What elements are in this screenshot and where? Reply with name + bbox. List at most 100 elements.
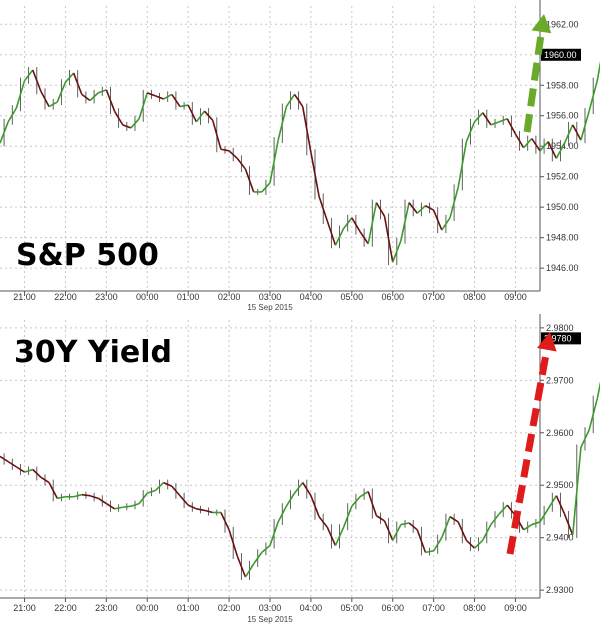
x-tick-label: 05:00 <box>341 603 364 613</box>
y-tick-label: 1958.00 <box>546 80 579 90</box>
price-segment <box>130 502 140 507</box>
price-segment <box>261 544 271 553</box>
price-segment <box>531 521 541 526</box>
price-segment <box>572 124 582 141</box>
x-tick-label: 04:00 <box>300 292 323 302</box>
price-segment <box>179 495 189 506</box>
price-segment <box>277 505 288 523</box>
price-segment <box>326 220 337 246</box>
x-tick-label: 00:00 <box>136 292 159 302</box>
price-segment <box>383 520 394 541</box>
price-segment <box>236 157 247 170</box>
x-tick-label: 09:00 <box>504 603 527 613</box>
price-segment <box>40 90 50 107</box>
price-segment <box>64 72 75 83</box>
price-segment <box>146 92 156 97</box>
y-tick-label: 2.9700 <box>546 375 574 385</box>
price-segment <box>163 481 173 488</box>
price-segment <box>596 381 600 399</box>
price-segment <box>531 138 541 152</box>
price-segment <box>596 60 600 81</box>
price-segment <box>359 490 369 498</box>
price-segment <box>130 118 140 129</box>
price-segment <box>563 124 574 144</box>
price-segment <box>457 141 468 188</box>
y-tick-label: 1946.00 <box>546 263 579 273</box>
price-segment <box>277 106 288 141</box>
x-tick-label: 23:00 <box>95 603 118 613</box>
price-segment <box>400 522 410 526</box>
price-segment <box>57 495 66 500</box>
price-segment <box>285 492 296 507</box>
price-segment <box>89 494 99 500</box>
x-tick-label: 09:00 <box>504 292 527 302</box>
price-segment <box>113 110 124 126</box>
x-tick-label: 02:00 <box>218 603 241 613</box>
price-segment <box>81 93 91 102</box>
price-segment <box>187 504 197 510</box>
price-segment <box>269 521 279 546</box>
price-segment <box>449 187 459 219</box>
y-tick-label: 2.9300 <box>546 585 574 595</box>
price-segment <box>32 468 42 478</box>
price-segment <box>15 80 26 109</box>
price-segment <box>416 529 427 553</box>
price-segment <box>375 202 386 217</box>
price-segment <box>310 152 320 197</box>
price-segment <box>539 141 549 152</box>
price-segment <box>7 107 18 123</box>
price-segment <box>204 509 213 514</box>
price-segment <box>285 93 296 108</box>
price-segment <box>228 529 239 557</box>
trend-arrow-head <box>536 332 557 352</box>
price-segment <box>114 506 123 510</box>
last-value-label: 1960.00 <box>544 50 577 60</box>
price-segment <box>171 93 181 108</box>
x-tick-label: 02:00 <box>218 292 241 302</box>
price-segment <box>391 240 402 263</box>
price-segment <box>473 539 484 549</box>
price-segment <box>367 491 378 516</box>
y-tick-label: 1962.00 <box>546 19 579 29</box>
price-segment <box>432 537 443 552</box>
price-segment <box>310 495 320 517</box>
x-tick-label: 01:00 <box>177 292 200 302</box>
price-segment <box>441 516 451 538</box>
price-segment <box>351 496 361 507</box>
y-tick-label: 1948.00 <box>546 233 579 243</box>
x-tick-label: 01:00 <box>177 603 200 613</box>
price-segment <box>293 93 304 108</box>
price-segment <box>425 204 435 211</box>
price-segment <box>523 138 533 149</box>
x-tick-label: 07:00 <box>422 292 445 302</box>
price-segment <box>498 504 508 515</box>
last-value-label: 2.9780 <box>544 333 572 343</box>
x-tick-label: 21:00 <box>13 603 36 613</box>
price-segment <box>301 106 312 153</box>
price-segment <box>81 493 91 497</box>
price-segment <box>122 124 132 129</box>
price-segment <box>7 460 17 468</box>
price-segment <box>155 95 164 100</box>
price-segment <box>392 524 402 541</box>
sp500-panel: 1962.001960.001958.001956.001954.001952.… <box>0 0 600 312</box>
price-segment <box>220 512 230 531</box>
price-segment <box>555 142 566 159</box>
price-segment <box>138 492 148 505</box>
price-segment <box>547 495 558 510</box>
trend-arrow-shaft <box>523 31 545 133</box>
price-segment <box>179 104 189 108</box>
price-segment <box>580 110 590 141</box>
price-segment <box>367 202 378 244</box>
price-segment <box>72 72 83 95</box>
trend-arrow-shaft <box>506 349 551 555</box>
price-segment <box>465 539 476 549</box>
x-tick-label: 05:00 <box>341 292 364 302</box>
price-segment <box>195 110 206 123</box>
price-segment <box>514 133 525 149</box>
price-segment <box>244 563 255 578</box>
price-segment <box>506 118 517 135</box>
price-segment <box>203 110 214 121</box>
price-segment <box>228 150 238 159</box>
price-segment <box>244 168 255 193</box>
